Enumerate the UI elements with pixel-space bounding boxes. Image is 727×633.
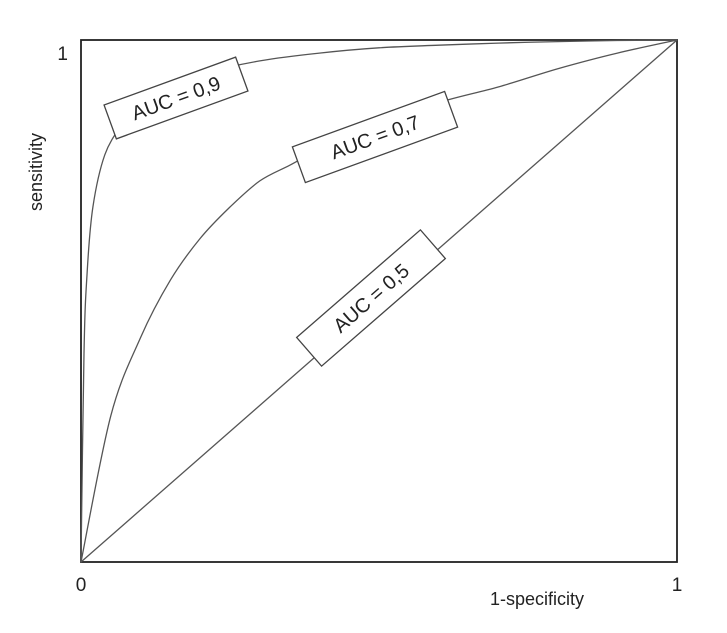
x-axis-label: 1-specificity	[490, 589, 584, 609]
label-auc-0-9: AUC = 0,9	[103, 56, 249, 140]
plot-frame	[80, 39, 678, 563]
curve-auc-0-7	[80, 39, 678, 563]
label-box-auc-0-7	[291, 90, 459, 184]
label-auc-0-7: AUC = 0,7	[291, 90, 459, 184]
x-tick-label-1: 1	[672, 575, 683, 596]
x-tick-label-0: 0	[76, 575, 87, 596]
y-tick-label-1: 1	[57, 44, 68, 65]
label-box-auc-0-9	[103, 56, 249, 140]
y-axis-label: sensitivity	[26, 133, 46, 211]
label-box-auc-0-5	[295, 228, 447, 368]
label-auc-0-5: AUC = 0,5	[295, 228, 447, 368]
